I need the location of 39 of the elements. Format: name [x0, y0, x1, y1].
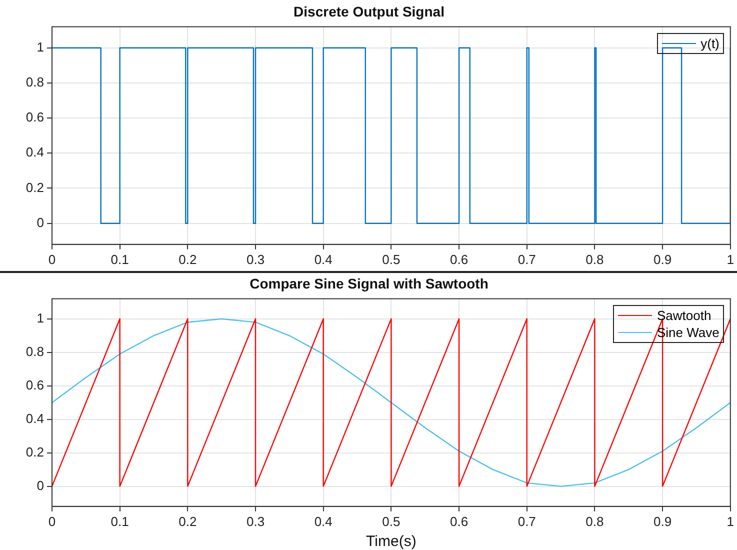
x-tick-label: 0.1 — [110, 514, 129, 529]
x-tick-label: 0.4 — [314, 252, 332, 267]
y-tick-label: 0.4 — [26, 144, 44, 160]
y-tick-label: 0.8 — [26, 74, 44, 90]
y-tick-label: 0.4 — [26, 410, 44, 426]
x-tick-label: 0.3 — [246, 252, 265, 267]
y-tick-label: 0 — [36, 478, 44, 493]
x-tick-label: 1 — [726, 514, 734, 529]
y-tick-label: 0.6 — [26, 110, 44, 125]
y-tick-label: 0.6 — [26, 377, 44, 392]
x-tick-label: 0.7 — [518, 514, 536, 529]
y-tick-label: 0.2 — [26, 444, 44, 460]
x-tick-label: 0.2 — [178, 252, 197, 267]
x-tick-label: 1 — [726, 252, 734, 267]
y-tick-label: 0.8 — [26, 344, 44, 359]
x-tick-label: 0.6 — [450, 252, 468, 267]
x-tick-label: 0.4 — [314, 514, 332, 529]
x-axis-title: Time(s) — [366, 533, 416, 550]
x-tick-label: 0.5 — [382, 514, 400, 529]
y-tick-label: 1 — [36, 310, 44, 326]
x-tick-label: 0.9 — [654, 514, 672, 529]
x-tick-label: 0.3 — [246, 514, 265, 529]
x-tick-label: 0.1 — [110, 252, 129, 267]
legend-label: Sawtooth — [657, 306, 712, 324]
x-tick-label: 0.2 — [178, 514, 197, 529]
y-tick-label: 1 — [36, 39, 44, 54]
x-tick-label: 0.7 — [518, 252, 536, 267]
x-tick-label: 0.8 — [586, 514, 604, 529]
legend-label: y(t) — [700, 34, 720, 52]
x-tick-label: 0 — [48, 514, 56, 529]
x-tick-label: 0.8 — [586, 252, 604, 267]
y-tick-label: 0.2 — [26, 180, 44, 195]
x-tick-label: 0.6 — [450, 514, 468, 529]
y-tick-label: 0 — [36, 214, 44, 230]
chart-title: Discrete Output Signal — [294, 3, 444, 20]
x-tick-label: 0.5 — [382, 252, 400, 267]
x-tick-label: 0 — [48, 252, 56, 267]
x-tick-label: 0.9 — [654, 252, 672, 267]
chart-title: Compare Sine Signal with Sawtooth — [250, 275, 488, 292]
